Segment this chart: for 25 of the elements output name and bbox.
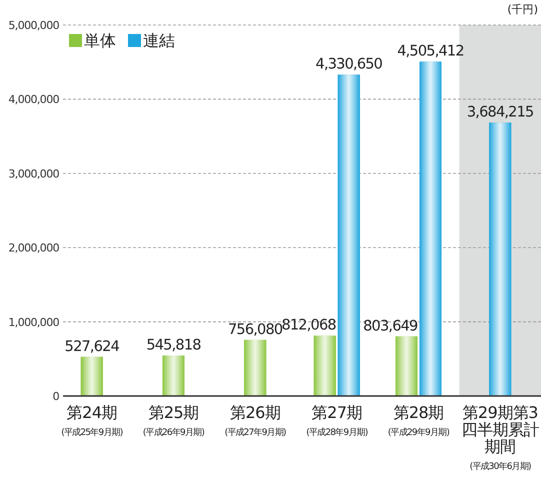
x-tick-label: 第29期第3四半期累計期間 (平成30年6月期) [461,403,540,472]
data-label: 812,068 [281,318,336,334]
legend-item: 単体 [69,31,116,50]
data-label: 4,330,650 [316,56,383,73]
legend-label: 単体 [84,31,116,50]
y-tick-label: 1,000,000 [8,316,60,329]
x-tick-label: 第28期 (平成29年9月期) [388,403,450,438]
data-label: 756,080 [228,322,283,338]
x-tick-label: 第24期 (平成25年9月期) [61,403,123,438]
legend-label: 連結 [143,31,175,50]
data-label: 3,684,215 [466,104,534,121]
x-tick-label: 第25期 (平成26年9月期) [142,403,204,438]
data-label: 4,505,412 [397,44,464,60]
legend-item: 連結 [128,31,175,50]
y-tick-label: 2,000,000 [8,242,60,255]
data-label: 527,624 [64,338,120,355]
data-label: 803,649 [363,318,418,334]
y-tick-label: 0 [52,390,60,403]
y-tick-label: 3,000,000 [8,167,60,180]
text: (千円) [507,3,538,16]
y-tick-label: 5,000,000 [8,19,60,32]
data-label: 545,818 [146,338,202,354]
x-tick-label: 第27期 (平成28年9月期) [306,403,368,438]
y-tick-label: 4,000,000 [8,93,60,106]
x-tick-label: 第26期 (平成27年9月期) [224,403,286,438]
